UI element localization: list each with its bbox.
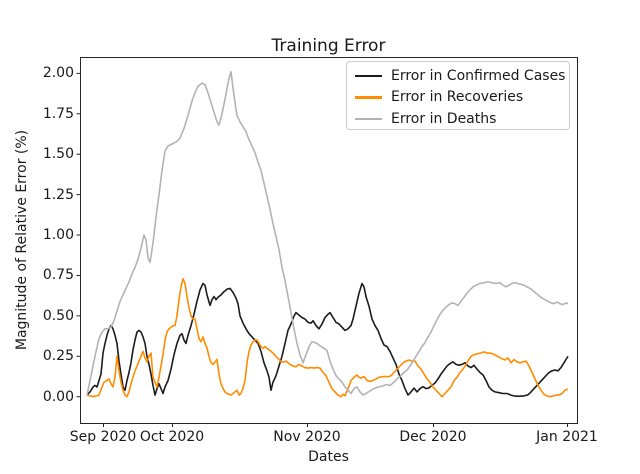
recoveries-line-swatch <box>355 96 382 99</box>
y-tick-label: 0.25 <box>42 348 74 365</box>
legend-entry-recoveries: Error in Recoveries <box>355 87 569 109</box>
y-tick-label: 1.00 <box>42 227 74 244</box>
y-tick-label: 2.00 <box>42 65 74 82</box>
x-tick-label: Nov 2020 <box>273 429 341 445</box>
y-tick-label: 1.25 <box>42 186 74 203</box>
y-tick-label: 0.00 <box>42 388 74 405</box>
legend-label: Error in Deaths <box>391 110 497 127</box>
x-tick-label: Jan 2021 <box>536 429 598 445</box>
y-tick-label: 1.50 <box>42 146 74 163</box>
legend-entry-deaths: Error in Deaths <box>355 108 569 130</box>
deaths-line-swatch <box>355 117 382 120</box>
series-line-error-in-deaths <box>86 71 569 396</box>
series-line-error-in-confirmed-cases <box>86 282 569 398</box>
legend-label: Error in Confirmed Cases <box>391 67 566 84</box>
legend-entry-confirmed-cases: Error in Confirmed Cases <box>355 65 569 87</box>
x-tick-label: Dec 2020 <box>399 429 467 445</box>
legend: Error in Confirmed Cases Error in Recove… <box>346 61 570 130</box>
series-line-error-in-recoveries <box>86 277 569 398</box>
x-axis-label: Dates <box>308 449 349 465</box>
y-tick-label: 0.75 <box>42 267 74 284</box>
y-tick-label: 1.75 <box>42 105 74 122</box>
axes-spines <box>80 57 578 424</box>
chart-title: Training Error <box>271 36 386 56</box>
legend-label: Error in Recoveries <box>391 89 524 106</box>
y-tick-label: 0.50 <box>42 307 74 324</box>
confirmed-cases-line-swatch <box>355 74 382 77</box>
x-tick-label: Oct 2020 <box>139 429 205 445</box>
x-tick-label: Sep 2020 <box>69 429 137 445</box>
